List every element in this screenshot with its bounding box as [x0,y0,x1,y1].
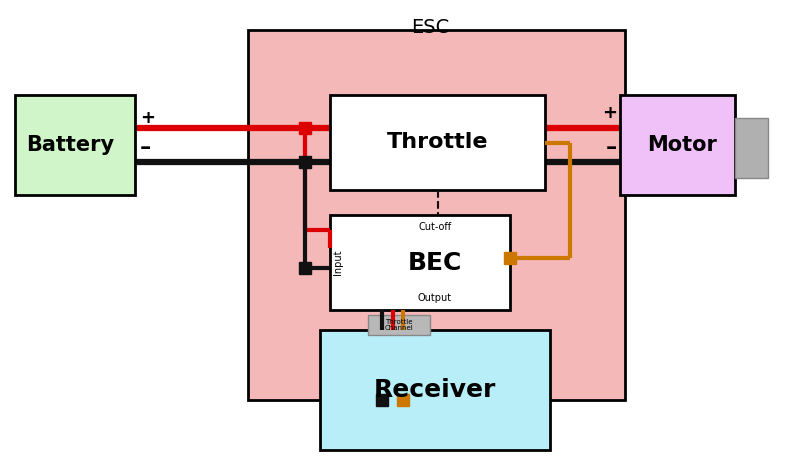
Text: ESC: ESC [411,18,449,37]
Text: Input: Input [333,250,343,275]
Text: Throttle: Throttle [387,133,488,153]
Bar [330,95,545,190]
Text: Throttle
Channel: Throttle Channel [384,319,413,331]
Text: Battery: Battery [26,135,114,155]
Bar [330,215,510,310]
Bar [248,30,625,400]
Text: Output: Output [418,293,452,303]
Text: +: + [140,109,155,127]
Text: Receiver: Receiver [374,378,496,402]
Bar [620,95,735,195]
Text: –: – [140,138,151,158]
Text: Motor: Motor [648,135,718,155]
Text: BEC: BEC [408,250,462,275]
Bar [735,118,768,178]
Bar [15,95,135,195]
Text: Cut-off: Cut-off [418,222,452,232]
Bar [320,330,550,450]
Text: –: – [606,138,617,158]
Text: +: + [602,104,617,122]
Bar [368,315,430,335]
